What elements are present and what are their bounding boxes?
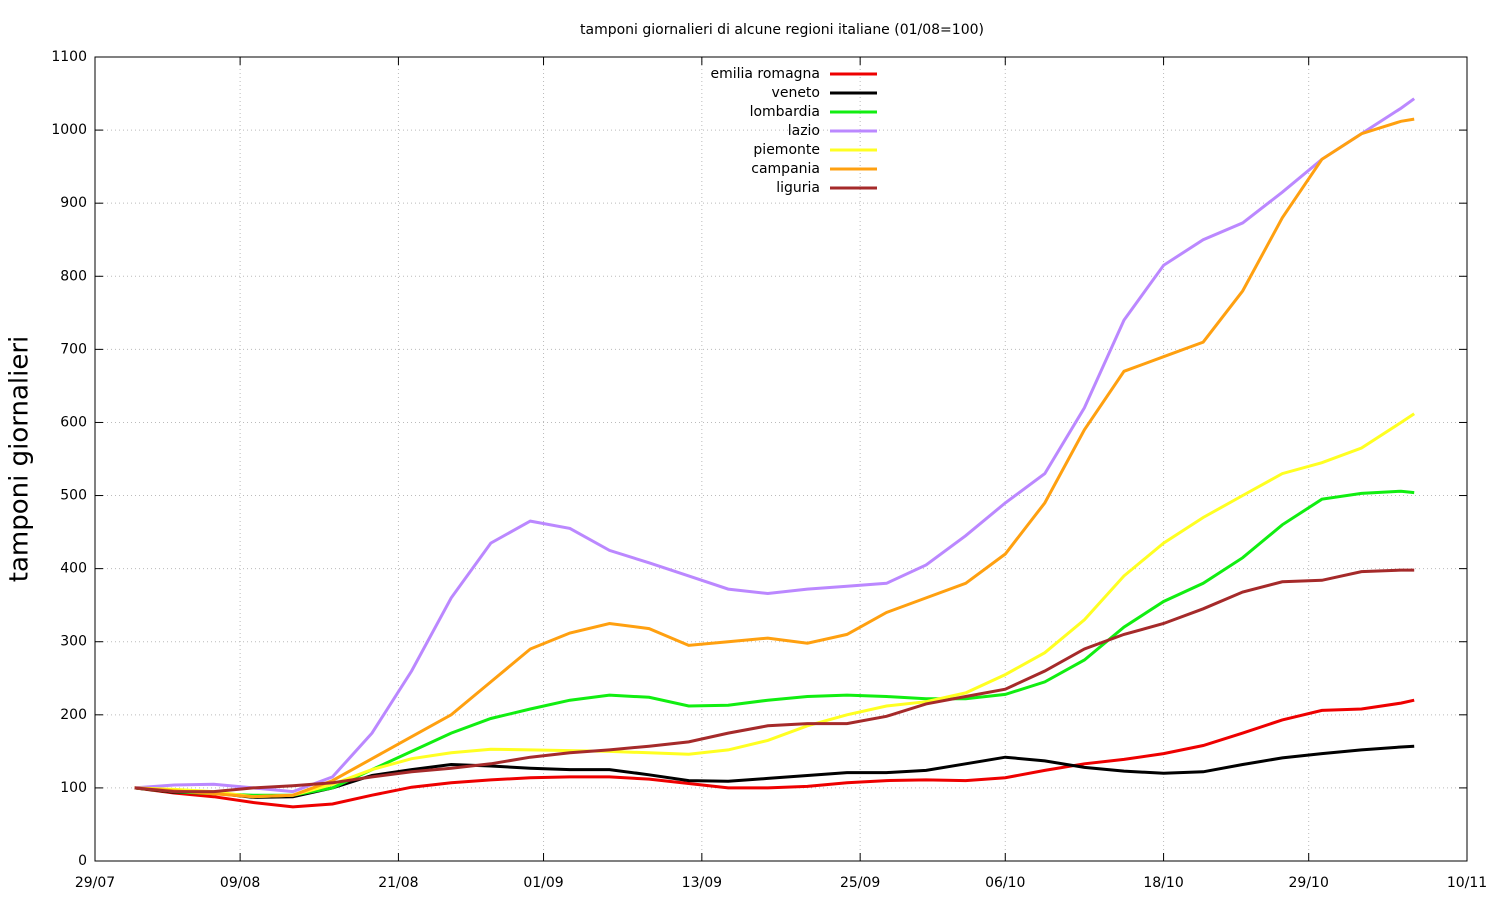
legend-label: veneto: [772, 85, 820, 101]
y-tick-label: 1000: [51, 122, 87, 138]
series-line: [134, 489, 1415, 797]
y-tick-label: 100: [60, 780, 87, 796]
x-tick-label: 06/10: [985, 875, 1025, 891]
y-axis-label: tamponi giornalieri: [5, 336, 35, 582]
x-tick-label: 29/10: [1289, 875, 1329, 891]
y-tick-label: 700: [60, 341, 87, 357]
x-tick-label: 13/09: [682, 875, 722, 891]
series-line: [134, 698, 1415, 809]
y-tick-label: 600: [60, 414, 87, 430]
x-tick-label: 21/08: [378, 875, 418, 891]
legend-label: campania: [751, 161, 820, 177]
legend-label: lazio: [788, 123, 820, 139]
series-line: [134, 97, 1416, 794]
x-tick-label: 09/08: [220, 875, 260, 891]
series-line: [134, 744, 1415, 799]
y-tick-label: 800: [60, 268, 87, 284]
plot-border: [94, 56, 1468, 862]
legend-label: piemonte: [753, 142, 820, 158]
y-tick-label: 0: [78, 853, 87, 869]
y-tick-label: 500: [60, 488, 87, 504]
x-tick-label: 29/07: [75, 875, 115, 891]
x-tick-label: 18/10: [1143, 875, 1183, 891]
x-tick-label: 10/11: [1447, 875, 1487, 891]
y-tick-label: 900: [60, 195, 87, 211]
legend-label: liguria: [776, 180, 820, 196]
x-tick-label: 25/09: [840, 875, 880, 891]
series-line: [134, 412, 1416, 799]
y-tick-label: 200: [60, 707, 87, 723]
series-line: [134, 117, 1415, 799]
chart-title: tamponi giornalieri di alcune regioni it…: [580, 22, 984, 38]
series-line: [134, 568, 1415, 794]
y-tick-label: 300: [60, 634, 87, 650]
y-tick-label: 400: [60, 561, 87, 577]
x-tick-label: 01/09: [523, 875, 563, 891]
legend-label: emilia romagna: [710, 66, 820, 82]
y-tick-label: 1100: [51, 49, 87, 65]
legend-label: lombardia: [750, 104, 820, 120]
